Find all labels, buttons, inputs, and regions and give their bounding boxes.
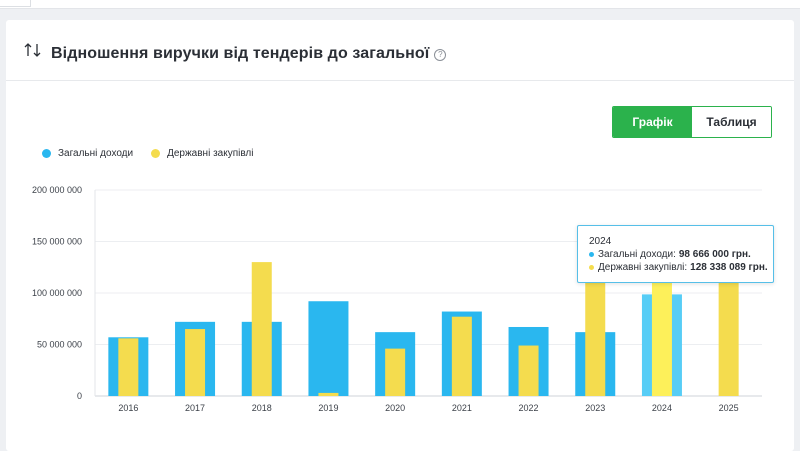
legend-label-total-income: Загальні доходи xyxy=(58,148,134,159)
y-tick-label: 200 000 000 xyxy=(32,185,82,195)
table-view-button[interactable]: Таблиця xyxy=(692,107,771,137)
x-tick-label: 2025 xyxy=(719,403,739,413)
x-tick-label: 2023 xyxy=(585,403,605,413)
x-tick-label: 2024 xyxy=(652,403,672,413)
legend-item-public-procurement[interactable]: Державні закупівлі xyxy=(151,148,254,159)
tooltip-procurement-value: 128 338 089 грн. xyxy=(690,262,768,273)
x-tick-label: 2019 xyxy=(318,403,338,413)
x-tick-label: 2018 xyxy=(252,403,272,413)
tooltip-procurement-label: Державні закупівлі: xyxy=(598,262,688,273)
x-tick-label: 2022 xyxy=(519,403,539,413)
bar-total-income[interactable] xyxy=(308,301,349,396)
bar-public-procurement[interactable] xyxy=(651,263,672,396)
bar-public-procurement[interactable] xyxy=(585,266,606,396)
x-tick-label: 2020 xyxy=(385,403,405,413)
card-header: Відношення виручки від тендерів до загал… xyxy=(6,20,794,81)
bar-public-procurement[interactable] xyxy=(718,263,739,396)
legend-label-public-procurement: Державні закупівлі xyxy=(167,148,254,159)
tooltip-total-value: 98 666 000 грн. xyxy=(678,249,751,260)
legend-dot-public-procurement xyxy=(151,149,161,158)
legend-dot-total-income xyxy=(42,149,51,158)
tooltip-total-label: Загальні доходи: xyxy=(598,249,676,260)
bar-public-procurement[interactable] xyxy=(518,345,539,396)
y-tick-label: 100 000 000 xyxy=(32,288,82,298)
top-bar-tab-stub[interactable] xyxy=(0,0,31,7)
x-tick-label: 2017 xyxy=(185,403,205,413)
y-tick-label: 150 000 000 xyxy=(32,237,82,247)
legend-item-total-income[interactable]: Загальні доходи xyxy=(42,148,133,159)
chart-tooltip: 2024 Загальні доходи: 98 666 000 грн. Де… xyxy=(577,225,774,283)
top-bar xyxy=(0,0,800,9)
bar-public-procurement[interactable] xyxy=(251,262,272,396)
tooltip-dot-total xyxy=(589,252,594,257)
bar-public-procurement[interactable] xyxy=(385,348,406,396)
bar-public-procurement[interactable] xyxy=(118,338,139,396)
tooltip-row-procurement: Державні закупівлі: 128 338 089 грн. xyxy=(589,262,773,273)
x-tick-label: 2016 xyxy=(118,403,138,413)
chart-card: Відношення виручки від тендерів до загал… xyxy=(6,20,794,451)
bar-public-procurement[interactable] xyxy=(451,316,472,396)
tooltip-dot-procurement xyxy=(589,265,594,270)
sort-arrows-icon[interactable] xyxy=(24,42,42,58)
x-tick-label: 2021 xyxy=(452,403,472,413)
chart-legend: Загальні доходи Державні закупівлі xyxy=(42,148,272,159)
help-icon[interactable]: ? xyxy=(434,49,447,61)
card-title: Відношення виручки від тендерів до загал… xyxy=(51,45,447,63)
y-tick-label: 50 000 000 xyxy=(37,340,82,350)
tooltip-year: 2024 xyxy=(589,236,612,247)
y-tick-label: 0 xyxy=(77,391,82,401)
bar-public-procurement[interactable] xyxy=(185,329,206,396)
tooltip-row-total: Загальні доходи: 98 666 000 грн. xyxy=(589,249,773,260)
bar-public-procurement[interactable] xyxy=(318,392,339,396)
chart-view-button[interactable]: Графік xyxy=(613,107,692,137)
card-title-text: Відношення виручки від тендерів до загал… xyxy=(51,45,430,62)
view-toggle: Графік Таблиця xyxy=(612,106,772,138)
